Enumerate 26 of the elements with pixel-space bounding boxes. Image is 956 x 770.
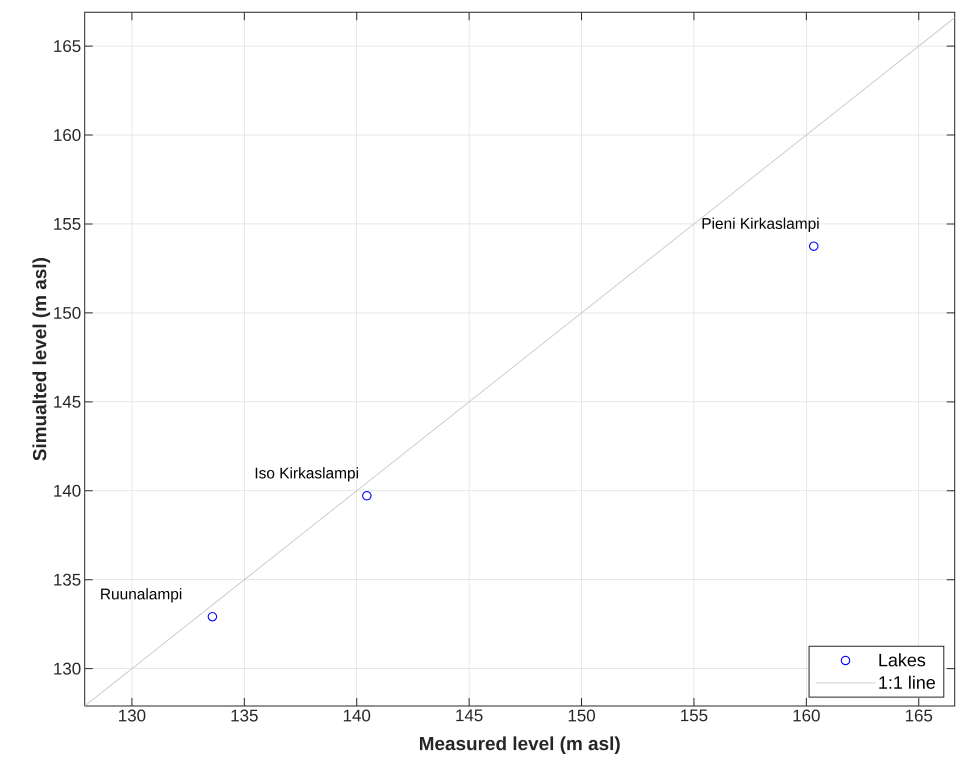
x-tick-label: 130 bbox=[119, 710, 146, 722]
y-tick-label: 145 bbox=[54, 396, 80, 408]
legend-label: Lakes bbox=[879, 653, 926, 666]
x-tick-label: 150 bbox=[568, 710, 595, 722]
y-tick-label: 140 bbox=[54, 484, 81, 497]
y-tick-label: 155 bbox=[54, 218, 80, 230]
y-axis-title: Simualted level (m asl) bbox=[32, 258, 50, 461]
y-tick-label: 130 bbox=[54, 662, 81, 675]
point bbox=[362, 491, 372, 501]
x-tick-label: 140 bbox=[344, 710, 370, 722]
legend-label: 1:1 line bbox=[879, 676, 935, 689]
point bbox=[208, 612, 218, 622]
x-tick-label: 145 bbox=[456, 710, 483, 722]
y-tick-label: 165 bbox=[54, 40, 80, 52]
x-tick-label: 160 bbox=[794, 710, 820, 722]
point bbox=[809, 241, 819, 251]
annotation: Iso Kirkaslampi bbox=[256, 467, 358, 482]
x-tick-label: 155 bbox=[681, 710, 708, 722]
x-tick-label: 165 bbox=[906, 710, 932, 722]
annotation: Ruunalampi bbox=[101, 588, 182, 603]
y-tick-label: 135 bbox=[54, 574, 80, 586]
annotation: Pieni Kirkaslampi bbox=[702, 218, 819, 232]
y-tick-label: 150 bbox=[54, 306, 81, 319]
y-tick-label: 160 bbox=[54, 129, 81, 142]
x-tick-label: 135 bbox=[231, 710, 258, 722]
x-axis-title: Measured level (m asl) bbox=[420, 736, 620, 754]
